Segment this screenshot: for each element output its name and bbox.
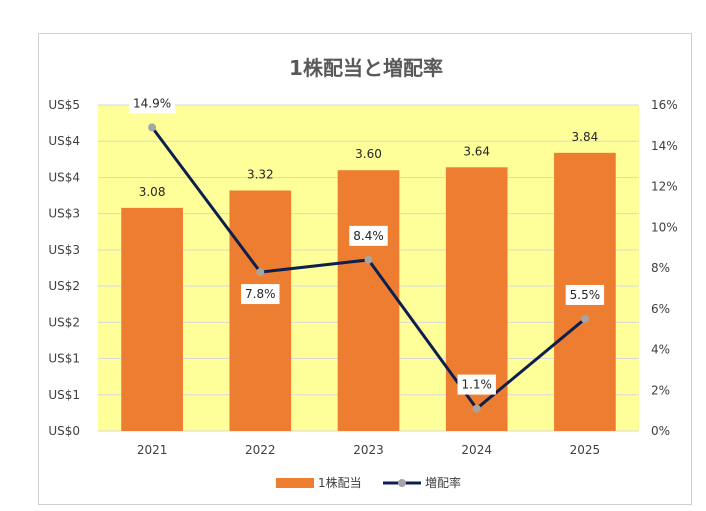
chart-frame: 1株配当と増配率 3.08 3.32 3.60 3.64 3.84 14.9% 7.8% 8…: [38, 33, 692, 505]
right-tick-label: 4%: [651, 343, 670, 357]
x-axis-ticks: 2021 2022 2023 2024 2025: [137, 443, 600, 457]
chart-title: 1株配当と増配率: [289, 56, 443, 80]
legend-label-line: 増配率: [425, 475, 461, 490]
line-series: 14.9% 7.8% 8.4% 1.1% 5.5%: [129, 93, 605, 413]
x-tick-label: 2022: [245, 443, 276, 457]
right-tick-label: 8%: [651, 261, 670, 275]
legend-swatch-bar: [276, 478, 314, 488]
line-value-label: 5.5%: [570, 288, 601, 302]
bar-value-label: 3.64: [463, 144, 490, 158]
legend-swatch-marker: [398, 479, 406, 487]
left-tick-label: US$3: [48, 243, 80, 257]
bar-value-label: 3.84: [572, 130, 599, 144]
left-tick-label: US$4: [48, 134, 80, 148]
right-tick-label: 12%: [651, 180, 678, 194]
line-label-box: [349, 225, 388, 246]
bar: [229, 190, 292, 431]
x-tick-label: 2021: [137, 443, 168, 457]
right-tick-label: 10%: [651, 220, 678, 234]
line-point: [472, 404, 481, 413]
line-value-label: 14.9%: [133, 96, 171, 110]
bar-value-label: 3.08: [139, 185, 166, 199]
line-point: [580, 314, 589, 323]
x-tick-label: 2023: [353, 443, 384, 457]
left-tick-label: US$4: [48, 170, 80, 184]
left-tick-label: US$2: [48, 315, 80, 329]
legend-label-bar: 1株配当: [318, 475, 362, 490]
right-tick-label: 6%: [651, 302, 670, 316]
right-axis-ticks: 0% 2% 4% 6% 8% 10% 12% 14% 16%: [651, 98, 678, 438]
line-point: [148, 123, 157, 132]
bar-value-label: 3.60: [355, 147, 382, 161]
left-tick-label: US$1: [48, 352, 80, 366]
left-tick-label: US$3: [48, 207, 80, 221]
left-axis-ticks: US$0 US$1 US$1 US$2 US$2 US$3 US$3 US$4 US$4 US$5: [48, 98, 80, 438]
x-tick-label: 2025: [570, 443, 601, 457]
combo-chart: 1株配当と増配率 3.08 3.32 3.60 3.64 3.84 14.9% 7.8% 8…: [48, 56, 678, 490]
line-value-label: 8.4%: [353, 229, 384, 243]
right-tick-label: 16%: [651, 98, 678, 112]
line-label-box: [129, 93, 176, 114]
bar-value-label: 3.32: [247, 167, 274, 181]
line-value-label: 1.1%: [461, 378, 492, 392]
left-tick-label: US$0: [48, 424, 80, 438]
legend: 1株配当 増配率: [276, 475, 461, 490]
line-value-label: 7.8%: [245, 287, 275, 301]
line-point: [256, 268, 265, 277]
bar: [121, 207, 183, 431]
left-tick-label: US$5: [48, 98, 80, 112]
line-point: [364, 255, 373, 264]
right-tick-label: 0%: [651, 424, 670, 438]
line-label-box: [241, 284, 280, 305]
x-tick-label: 2024: [461, 443, 492, 457]
line-label-box: [457, 374, 496, 395]
bar: [337, 170, 400, 431]
left-tick-label: US$2: [48, 279, 80, 293]
line-label-box: [565, 284, 605, 305]
right-tick-label: 2%: [651, 383, 670, 397]
left-tick-label: US$1: [48, 388, 80, 402]
right-tick-label: 14%: [651, 139, 678, 153]
